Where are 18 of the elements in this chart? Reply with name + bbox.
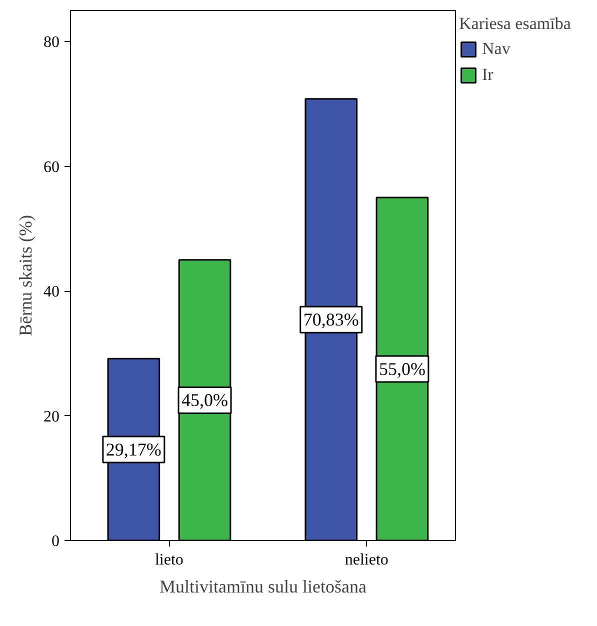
bar [178, 259, 232, 540]
legend-title: Kariesa esamība [459, 14, 571, 34]
data-label: 29,17% [106, 440, 162, 460]
legend-label: Nav [482, 39, 510, 59]
data-label: 70,83% [303, 310, 359, 330]
data-label: 45,0% [182, 390, 228, 410]
y-axis-title: Bērnu skaits (%) [16, 215, 36, 336]
y-tick-label: 40 [44, 284, 60, 301]
y-tick-label: 80 [44, 34, 60, 52]
x-tick-label: lieto [155, 552, 184, 568]
x-tick-label: nelieto [344, 552, 388, 568]
y-tick-label: 60 [44, 158, 60, 176]
y-tick-label: 20 [44, 408, 60, 426]
y-tick-label: 0 [52, 533, 60, 550]
bar [376, 196, 429, 540]
x-axis-title: Multivitamīnu sulu lietošana [160, 576, 366, 596]
data-label: 55,0% [378, 359, 426, 380]
legend-label: Ir [482, 65, 494, 85]
